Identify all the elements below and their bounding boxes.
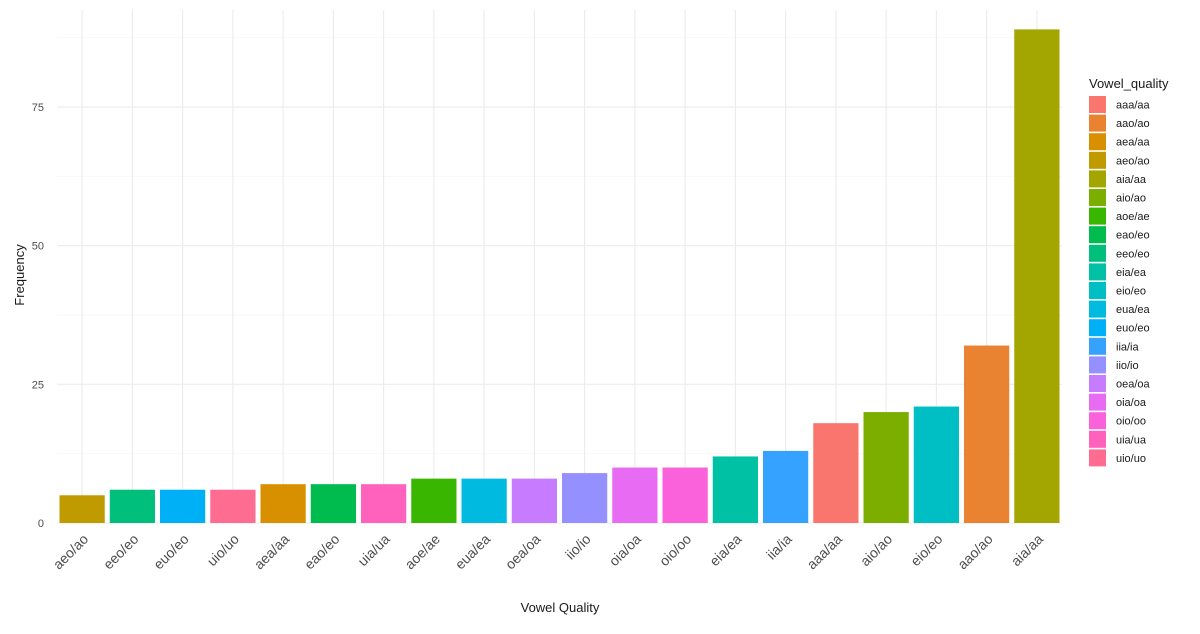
bar-eua-ea bbox=[461, 478, 507, 523]
legend-swatch bbox=[1089, 337, 1106, 355]
bar-uia-ua bbox=[361, 484, 407, 523]
x-tick-label: iia/ia bbox=[763, 531, 795, 563]
x-tick-label: aaa/aa bbox=[803, 531, 845, 573]
legend-swatch bbox=[1089, 114, 1106, 132]
legend-swatch bbox=[1089, 300, 1106, 318]
x-axis-title: Vowel Quality bbox=[521, 600, 600, 615]
x-tick-label: uio/uo bbox=[204, 531, 242, 569]
x-tick-label: aia/aa bbox=[1008, 531, 1046, 569]
x-tick-label: eeo/eo bbox=[100, 531, 142, 573]
x-tick-label: oia/oa bbox=[606, 531, 644, 569]
legend-title: Vowel_quality bbox=[1089, 76, 1169, 91]
bar-euo-eo bbox=[160, 489, 206, 523]
legend-label: aao/ao bbox=[1116, 118, 1150, 130]
y-tick-label: 25 bbox=[32, 379, 44, 391]
legend-swatch bbox=[1089, 356, 1106, 374]
legend-swatch bbox=[1089, 207, 1106, 225]
y-tick-label: 50 bbox=[32, 241, 44, 253]
y-axis-title: Frequency bbox=[12, 244, 27, 306]
bar-eio-eo bbox=[913, 406, 959, 523]
bar-uio-uo bbox=[210, 489, 256, 523]
x-tick-label: aoe/ae bbox=[401, 531, 443, 573]
bar-oea-oa bbox=[511, 478, 557, 523]
legend-swatch bbox=[1089, 449, 1106, 467]
legend-label: iio/io bbox=[1116, 360, 1139, 372]
bar-oia-oa bbox=[612, 467, 658, 523]
bar-aao-ao bbox=[964, 345, 1010, 523]
legend-label: oea/oa bbox=[1116, 379, 1151, 391]
x-tick-label: uia/ua bbox=[354, 531, 392, 569]
bar-eao-eo bbox=[310, 484, 356, 523]
bar-eeo-eo bbox=[109, 489, 155, 523]
x-tick-label: aao/ao bbox=[954, 531, 996, 573]
legend-label: eia/ea bbox=[1116, 267, 1147, 279]
legend-label: euo/eo bbox=[1116, 323, 1150, 335]
x-tick-label: eia/ea bbox=[706, 531, 744, 569]
legend-swatch bbox=[1089, 96, 1106, 113]
x-tick-label: aio/ao bbox=[857, 531, 895, 569]
legend-label: eeo/eo bbox=[1116, 248, 1150, 260]
legend-label: aeo/ao bbox=[1116, 155, 1150, 167]
bar-aio-ao bbox=[863, 412, 909, 523]
y-tick-label: 75 bbox=[32, 102, 44, 114]
bars bbox=[59, 29, 1060, 524]
y-tick-label: 0 bbox=[38, 518, 44, 530]
legend-swatch bbox=[1089, 319, 1106, 337]
legend-label: aio/ao bbox=[1116, 193, 1146, 205]
legend-swatch bbox=[1089, 282, 1106, 299]
legend-swatch bbox=[1089, 375, 1106, 392]
x-tick-label: eua/ea bbox=[452, 531, 494, 573]
x-tick-label: aeo/ao bbox=[50, 531, 92, 573]
legend-swatch bbox=[1089, 430, 1106, 448]
grid bbox=[57, 10, 1062, 524]
y-axis-ticks: 0 25 50 75 bbox=[32, 102, 44, 530]
x-tick-label: eao/eo bbox=[301, 531, 343, 573]
bar-aea-aa bbox=[260, 484, 306, 523]
legend-label: iia/ia bbox=[1116, 341, 1140, 353]
x-tick-label: euo/eo bbox=[150, 531, 192, 573]
bar-oio-oo bbox=[662, 467, 708, 523]
legend-swatch bbox=[1089, 263, 1106, 281]
legend-swatch bbox=[1089, 151, 1106, 169]
legend-swatch bbox=[1089, 133, 1106, 151]
bar-eia-ea bbox=[712, 456, 758, 523]
legend-label: oia/oa bbox=[1116, 397, 1147, 409]
legend-label: uio/uo bbox=[1116, 453, 1146, 465]
legend-label: aoe/ae bbox=[1116, 211, 1150, 223]
legend-label: aia/aa bbox=[1116, 174, 1147, 186]
bar-aoe-ae bbox=[411, 478, 457, 523]
legend-label: eao/eo bbox=[1116, 230, 1150, 242]
legend-label: aaa/aa bbox=[1116, 100, 1151, 112]
x-tick-label: aea/aa bbox=[251, 531, 293, 573]
bar-aaa-aa bbox=[813, 423, 859, 523]
bar-iio-io bbox=[562, 473, 608, 523]
x-tick-label: iio/io bbox=[562, 531, 594, 563]
bar-aeo-ao bbox=[59, 495, 105, 523]
legend-label: uia/ua bbox=[1116, 434, 1147, 446]
legend-swatch bbox=[1089, 412, 1106, 430]
legend-label: eua/ea bbox=[1116, 304, 1151, 316]
x-tick-label: oea/oa bbox=[502, 531, 544, 573]
legend-label: eio/eo bbox=[1116, 286, 1146, 298]
legend: Vowel_quality aaa/aa aao/ao aea/aa aeo/ao ai… bbox=[1089, 76, 1169, 467]
legend-label: aea/aa bbox=[1116, 137, 1151, 149]
x-tick-label: eio/eo bbox=[907, 531, 945, 569]
legend-swatch bbox=[1089, 244, 1106, 262]
legend-swatch bbox=[1089, 170, 1106, 188]
bar-aia-aa bbox=[1014, 29, 1060, 524]
legend-swatch bbox=[1089, 226, 1106, 244]
legend-swatch bbox=[1089, 189, 1106, 206]
x-tick-label: oio/oo bbox=[656, 531, 694, 569]
bar-iia-ia bbox=[763, 450, 809, 523]
legend-swatch bbox=[1089, 393, 1106, 411]
legend-label: oio/oo bbox=[1116, 416, 1146, 428]
x-axis-ticks: aeo/ao eeo/eo euo/eo uio/uo aea/aa eao/eo uia/… bbox=[50, 531, 1046, 573]
